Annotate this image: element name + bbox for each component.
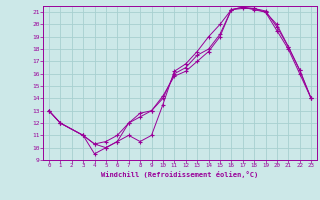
X-axis label: Windchill (Refroidissement éolien,°C): Windchill (Refroidissement éolien,°C) [101,171,259,178]
